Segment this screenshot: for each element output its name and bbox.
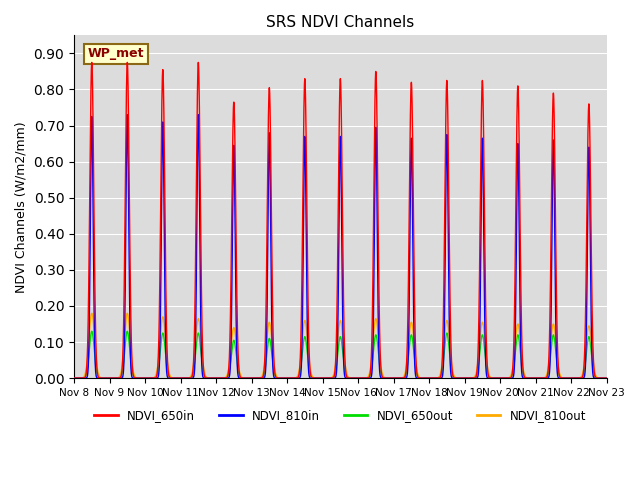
- Title: SRS NDVI Channels: SRS NDVI Channels: [266, 15, 415, 30]
- Legend: NDVI_650in, NDVI_810in, NDVI_650out, NDVI_810out: NDVI_650in, NDVI_810in, NDVI_650out, NDV…: [90, 405, 591, 427]
- Y-axis label: NDVI Channels (W/m2/mm): NDVI Channels (W/m2/mm): [15, 121, 28, 293]
- Text: WP_met: WP_met: [87, 48, 144, 60]
